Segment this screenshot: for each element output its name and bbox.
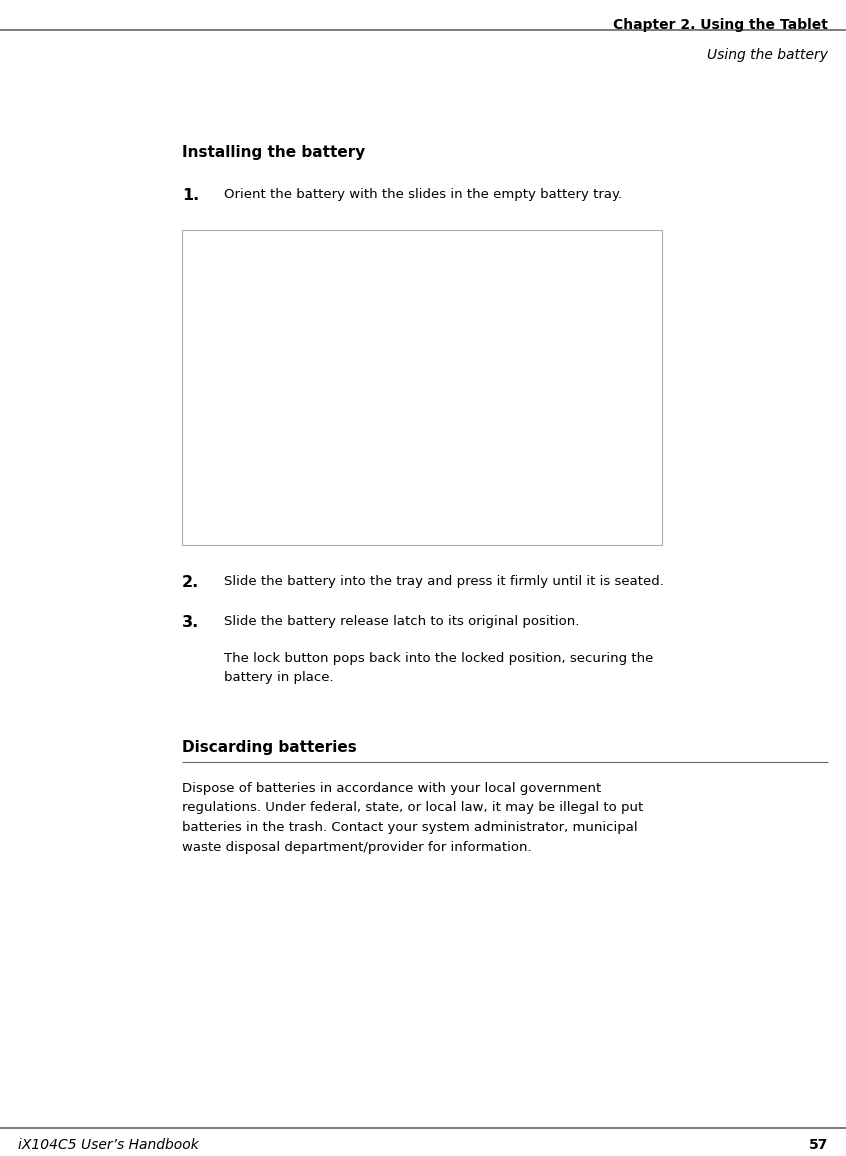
Text: The lock button pops back into the locked position, securing the
battery in plac: The lock button pops back into the locke… — [224, 652, 653, 684]
Text: Chapter 2. Using the Tablet: Chapter 2. Using the Tablet — [613, 18, 828, 32]
Text: Using the battery: Using the battery — [707, 49, 828, 62]
Text: Orient the battery with the slides in the empty battery tray.: Orient the battery with the slides in th… — [224, 188, 622, 201]
Text: Discarding batteries: Discarding batteries — [182, 740, 357, 755]
Text: Slide the battery release latch to its original position.: Slide the battery release latch to its o… — [224, 615, 580, 628]
Text: Installing the battery: Installing the battery — [182, 144, 365, 160]
Text: 2.: 2. — [182, 575, 200, 590]
Bar — [182, 230, 662, 544]
Text: 1.: 1. — [182, 188, 200, 203]
Text: iX104C5 User’s Handbook: iX104C5 User’s Handbook — [18, 1138, 199, 1153]
Text: Slide the battery into the tray and press it firmly until it is seated.: Slide the battery into the tray and pres… — [224, 575, 664, 588]
Text: 57: 57 — [809, 1138, 828, 1153]
Text: Dispose of batteries in accordance with your local government
regulations. Under: Dispose of batteries in accordance with … — [182, 781, 643, 853]
Text: 3.: 3. — [182, 615, 200, 630]
